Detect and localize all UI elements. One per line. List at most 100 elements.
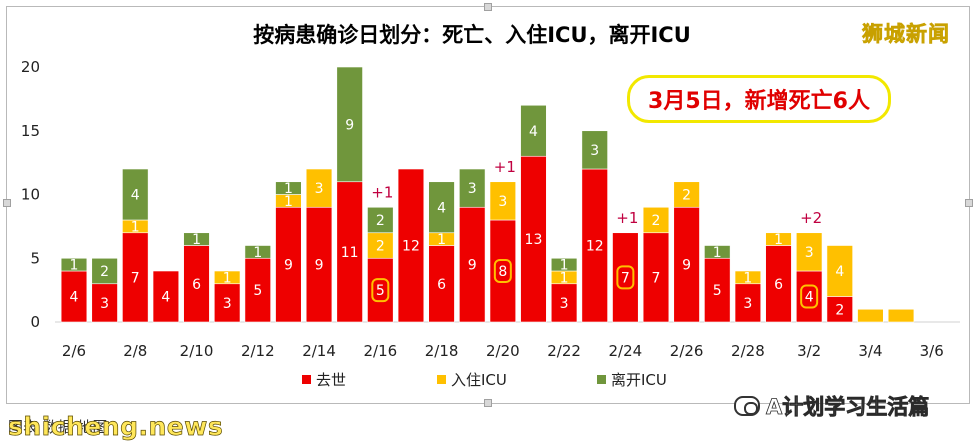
bar-segment: [857, 308, 884, 323]
resize-handle-right[interactable]: [965, 199, 973, 207]
data-label: 4: [529, 124, 538, 140]
data-label: 1: [743, 270, 752, 286]
bar-segment: [795, 232, 823, 272]
x-tick-label: 2/24: [609, 342, 643, 360]
x-tick-label: 2/28: [731, 342, 765, 360]
legend-label: 去世: [316, 371, 346, 389]
wechat-source-name: A计划学习生活篇: [766, 395, 930, 420]
y-tick-label: 10: [21, 186, 40, 204]
data-label: 2: [376, 239, 385, 255]
data-label: 12: [402, 239, 420, 255]
data-label: 3: [498, 194, 507, 210]
bar-segment: [213, 270, 241, 285]
data-label: 1: [284, 181, 293, 197]
bar-segment: [91, 257, 118, 285]
legend-label: 入住ICU: [451, 371, 507, 389]
data-label: 11: [341, 245, 359, 261]
bar-segment: [673, 206, 700, 323]
annotation-label: +1: [616, 209, 638, 227]
bar-segment: [765, 232, 792, 246]
x-tick-label: 3/4: [858, 342, 882, 360]
data-label: 4: [161, 290, 170, 306]
data-label: 3: [223, 296, 232, 312]
legend-swatch: [437, 375, 446, 384]
data-label: 6: [774, 277, 783, 293]
bar-segment: [826, 245, 853, 297]
bar-segment: [60, 270, 88, 323]
bar-segment: [887, 308, 915, 323]
annotation-label: +1: [494, 158, 516, 176]
data-label: 2: [100, 264, 109, 280]
bar-segment: [428, 245, 455, 323]
annotation-label: +2: [800, 209, 822, 227]
data-label: 4: [131, 188, 140, 204]
data-label: 2: [682, 188, 691, 204]
data-label: 1: [560, 258, 569, 274]
bar-segment: [305, 206, 333, 323]
data-label: 9: [682, 258, 691, 274]
resize-handle-bottom[interactable]: [484, 399, 492, 407]
wechat-icon: [734, 396, 760, 416]
data-label: 13: [525, 232, 543, 248]
bar-segment: [428, 181, 455, 234]
watermark-underlay: 图表 数据 地图: [8, 418, 108, 436]
legend-swatch: [597, 375, 606, 384]
data-label: 1: [70, 258, 79, 274]
x-tick-label: 2/26: [670, 342, 704, 360]
bar-segment: [213, 283, 241, 323]
bar-segment: [91, 283, 118, 323]
resize-handle-left[interactable]: [3, 199, 11, 207]
highlight-circle: [800, 284, 819, 309]
y-tick-label: 5: [30, 249, 40, 267]
resize-handle-top[interactable]: [484, 3, 492, 11]
data-label: 1: [437, 232, 446, 248]
highlight-circle: [493, 259, 512, 283]
data-label: 4: [805, 290, 814, 306]
bar-segment: [704, 257, 731, 323]
bar-segment: [336, 66, 363, 183]
bar-segment: [520, 104, 547, 157]
bar-segment: [275, 206, 302, 323]
bar-segment: [550, 257, 578, 272]
chart-frame: [6, 6, 970, 404]
data-label: 9: [315, 258, 324, 274]
bar-segment: [152, 270, 180, 323]
data-label: 5: [713, 283, 722, 299]
bar-segment: [734, 270, 762, 285]
highlight-circle: [616, 265, 635, 290]
legend-swatch: [302, 375, 311, 384]
bar-segment: [183, 232, 210, 246]
data-label: 7: [131, 270, 140, 286]
data-label: 6: [192, 277, 201, 293]
highlight-circle: [371, 278, 390, 303]
brand-logo-text: 狮城新闻: [862, 22, 950, 47]
bar-segment: [642, 206, 670, 234]
x-tick-label: 3/6: [920, 342, 944, 360]
data-label: 3: [743, 296, 752, 312]
bar-segment: [60, 257, 88, 272]
x-tick-label: 2/14: [302, 342, 336, 360]
data-label: 3: [468, 181, 477, 197]
bar-segment: [581, 130, 608, 170]
bar-segment: [244, 245, 271, 259]
data-label: 1: [131, 219, 140, 235]
data-label: 1: [774, 232, 783, 248]
bar-segment: [704, 245, 731, 259]
data-label: 5: [253, 283, 262, 299]
bar-segment: [459, 168, 486, 208]
data-label: 5: [376, 283, 385, 299]
announcement-callout: 3月5日，新增死亡6人: [627, 75, 891, 123]
x-tick-label: 2/6: [62, 342, 86, 360]
data-label: 7: [621, 270, 630, 286]
x-tick-label: 3/2: [797, 342, 821, 360]
x-tick-label: 2/12: [241, 342, 275, 360]
data-label: 3: [590, 143, 599, 159]
bar-segment: [581, 168, 608, 323]
bar-segment: [550, 283, 578, 323]
x-tick-label: 2/8: [123, 342, 147, 360]
data-label: 1: [253, 245, 262, 261]
data-label: 3: [805, 245, 814, 261]
data-label: 12: [586, 239, 604, 255]
data-label: 4: [70, 290, 79, 306]
data-label: 1: [713, 245, 722, 261]
